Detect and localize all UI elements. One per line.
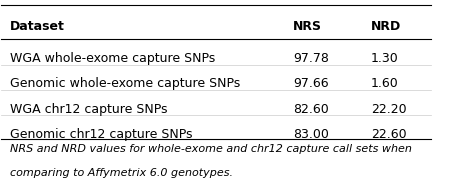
Text: comparing to Affymetrix 6.0 genotypes.: comparing to Affymetrix 6.0 genotypes. xyxy=(10,168,233,178)
Text: WGA chr12 capture SNPs: WGA chr12 capture SNPs xyxy=(10,103,167,116)
Text: Dataset: Dataset xyxy=(10,20,65,33)
Text: Genomic chr12 capture SNPs: Genomic chr12 capture SNPs xyxy=(10,128,192,141)
Text: 83.00: 83.00 xyxy=(293,128,329,141)
Text: NRS: NRS xyxy=(293,20,322,33)
Text: NRD: NRD xyxy=(371,20,401,33)
Text: 97.66: 97.66 xyxy=(293,77,329,90)
Text: 1.30: 1.30 xyxy=(371,52,398,65)
Text: 22.60: 22.60 xyxy=(371,128,406,141)
Text: 22.20: 22.20 xyxy=(371,103,406,116)
Text: 82.60: 82.60 xyxy=(293,103,329,116)
Text: 97.78: 97.78 xyxy=(293,52,329,65)
Text: WGA whole-exome capture SNPs: WGA whole-exome capture SNPs xyxy=(10,52,215,65)
Text: NRS and NRD values for whole-exome and chr12 capture call sets when: NRS and NRD values for whole-exome and c… xyxy=(10,144,412,154)
Text: 1.60: 1.60 xyxy=(371,77,398,90)
Text: Genomic whole-exome capture SNPs: Genomic whole-exome capture SNPs xyxy=(10,77,240,90)
